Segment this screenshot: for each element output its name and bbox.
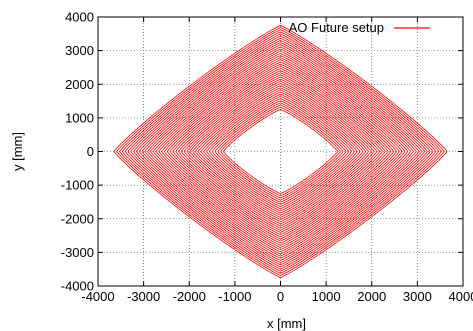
curve-loop (124, 33, 437, 270)
y-tick-labels: -4000 -3000 -2000 -1000 0 1000 2000 3000 4000 (61, 10, 94, 294)
y-tick-label: -1000 (61, 178, 94, 193)
legend: AO Future setup (289, 20, 430, 35)
tick-marks (97, 16, 464, 287)
curve-loop (169, 68, 392, 235)
curve-loop (211, 100, 350, 203)
curve-loop (223, 109, 338, 194)
curve-loop (214, 102, 347, 201)
curve-loop (135, 42, 426, 261)
y-tick-label: 1000 (65, 110, 94, 125)
curve-loop (194, 87, 367, 216)
curve-loop (208, 98, 353, 205)
y-tick-label: 3000 (65, 43, 94, 58)
curve-loop (206, 96, 355, 207)
y-tick-label: -2000 (61, 211, 94, 226)
curve-loop (138, 44, 423, 259)
curve-loop (158, 59, 403, 244)
curve-loop (175, 72, 386, 231)
curve-loop (186, 81, 375, 222)
curve-loop (127, 35, 434, 268)
x-tick-label: -1000 (218, 289, 251, 304)
curve-loop (130, 37, 431, 266)
curve-loop (150, 53, 411, 250)
y-tick-label: 2000 (65, 77, 94, 92)
curve-loop (189, 83, 372, 220)
curve-loop (113, 24, 448, 279)
curve-loop (217, 104, 344, 199)
curve-loop (155, 57, 406, 246)
curve-loop (164, 63, 397, 240)
x-tick-label: 3000 (403, 289, 432, 304)
curve-loop (183, 78, 378, 225)
curve-loop (180, 76, 381, 227)
curve-loop (144, 48, 417, 255)
curve-loop (192, 85, 369, 218)
x-tick-label: 1000 (312, 289, 341, 304)
y-tick-label: -3000 (61, 245, 94, 260)
curve-loop (166, 65, 395, 238)
curve-series (113, 24, 448, 279)
x-tick-label: 0 (277, 289, 284, 304)
curve-loop (133, 40, 428, 263)
curve-loop (121, 31, 440, 272)
x-tick-labels: -4000 -3000 -2000 -1000 0 1000 2000 3000 4000 (81, 289, 473, 304)
curve-loop (200, 91, 361, 212)
x-tick-label: -3000 (127, 289, 160, 304)
curve-loop (152, 55, 409, 248)
curve-loop (220, 106, 341, 197)
curve-loop (116, 27, 445, 276)
curve-loop (203, 93, 358, 210)
y-tick-label: 4000 (65, 10, 94, 25)
curve-loop (197, 89, 364, 214)
x-tick-label: 2000 (357, 289, 386, 304)
curve-loop (178, 74, 383, 229)
curve-loop (161, 61, 400, 242)
y-tick-label: 0 (87, 144, 94, 159)
curve-loop (119, 29, 442, 274)
x-tick-label: 4000 (449, 289, 473, 304)
curve-loop (147, 50, 414, 253)
curve-loop (141, 46, 420, 257)
x-axis-label: x [mm] (267, 316, 306, 331)
y-axis-label: y [mm] (10, 132, 25, 171)
curve-loop (172, 70, 389, 233)
x-tick-label: -4000 (81, 289, 114, 304)
legend-entry-label: AO Future setup (289, 20, 384, 35)
x-tick-label: -2000 (173, 289, 206, 304)
y-tick-label: -4000 (61, 279, 94, 294)
